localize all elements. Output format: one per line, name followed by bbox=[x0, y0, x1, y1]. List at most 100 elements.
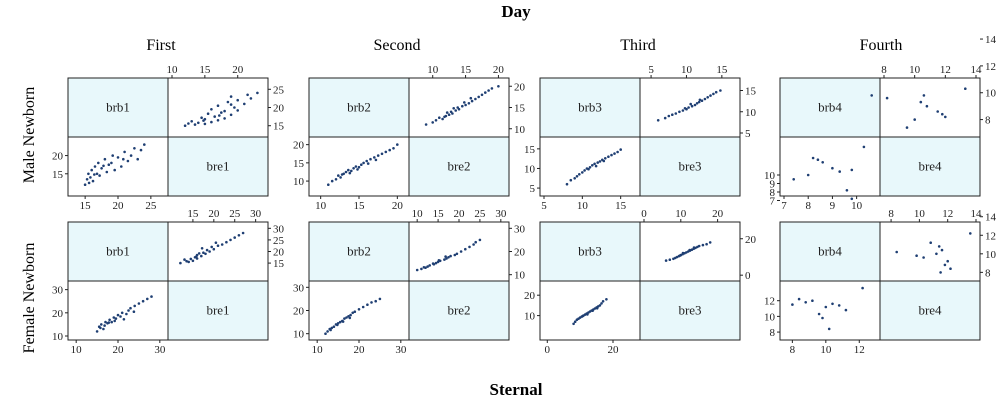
data-point bbox=[594, 164, 598, 168]
data-point bbox=[348, 171, 352, 175]
diagonal-cell-bre bbox=[409, 281, 509, 340]
tick-label: 14 bbox=[971, 208, 983, 220]
tick-label: 10 bbox=[985, 88, 997, 100]
data-point bbox=[831, 302, 834, 306]
tick-label: 10 bbox=[764, 311, 776, 323]
data-point bbox=[415, 268, 419, 272]
data-point bbox=[701, 243, 705, 247]
tick-label: 10 bbox=[820, 344, 832, 356]
tick-label: 20 bbox=[208, 208, 220, 220]
diagonal-label-brb: brb3 bbox=[578, 244, 602, 259]
diagonal-cell-bre bbox=[409, 137, 509, 196]
data-point bbox=[339, 176, 342, 179]
data-point bbox=[712, 92, 715, 96]
data-point bbox=[102, 164, 105, 168]
tick-label: 15 bbox=[524, 144, 536, 156]
data-point bbox=[591, 164, 594, 167]
diagonal-cell-bre bbox=[640, 137, 740, 196]
data-point bbox=[601, 300, 605, 303]
data-point bbox=[380, 152, 384, 156]
data-point bbox=[604, 157, 607, 160]
diagonal-cell-brb bbox=[780, 78, 880, 137]
data-point bbox=[591, 309, 594, 313]
data-point bbox=[113, 319, 116, 323]
data-point bbox=[357, 308, 361, 311]
tick-label: 20 bbox=[608, 344, 620, 356]
tick-label: 30 bbox=[273, 223, 285, 235]
data-point bbox=[237, 234, 241, 237]
data-point bbox=[360, 163, 363, 166]
diagonal-label-brb: brb4 bbox=[818, 244, 842, 259]
data-point bbox=[827, 327, 831, 331]
data-point bbox=[453, 253, 457, 257]
tick-label: 15 bbox=[460, 64, 472, 76]
data-point bbox=[817, 312, 821, 316]
data-point bbox=[811, 299, 814, 303]
data-point bbox=[206, 112, 210, 115]
data-point bbox=[969, 232, 972, 235]
data-point bbox=[929, 241, 932, 244]
data-point bbox=[581, 171, 584, 174]
data-point bbox=[132, 310, 136, 314]
data-point bbox=[205, 248, 209, 252]
data-point bbox=[93, 173, 96, 176]
data-point bbox=[223, 117, 226, 120]
data-point bbox=[202, 251, 205, 254]
data-point bbox=[91, 179, 95, 183]
tick-label: 20 bbox=[52, 308, 64, 320]
data-point bbox=[366, 162, 370, 165]
data-point bbox=[179, 261, 182, 265]
data-point bbox=[922, 94, 926, 97]
tick-label: 14 bbox=[985, 34, 997, 46]
data-point bbox=[447, 113, 451, 116]
diagonal-cell-brb bbox=[68, 222, 168, 281]
data-point bbox=[246, 93, 249, 97]
data-point bbox=[474, 97, 477, 101]
data-point bbox=[129, 154, 133, 157]
data-point bbox=[862, 145, 866, 149]
data-point bbox=[384, 150, 388, 154]
data-point bbox=[216, 104, 220, 107]
data-point bbox=[434, 119, 438, 122]
data-point bbox=[719, 89, 722, 92]
data-point bbox=[90, 168, 93, 172]
data-point bbox=[714, 90, 718, 94]
data-point bbox=[434, 261, 438, 265]
tick-label: 8 bbox=[805, 200, 811, 212]
data-point bbox=[941, 112, 944, 116]
tick-label: 8 bbox=[985, 115, 991, 127]
data-point bbox=[619, 148, 622, 151]
data-point bbox=[791, 303, 794, 306]
tick-label: 8 bbox=[888, 208, 894, 220]
tick-label: 10 bbox=[851, 200, 863, 212]
data-point bbox=[343, 317, 346, 320]
data-point bbox=[452, 107, 456, 110]
data-point bbox=[885, 96, 889, 100]
figure-title-day: Day bbox=[501, 2, 531, 21]
tick-label: 10 bbox=[745, 107, 757, 119]
data-point bbox=[233, 236, 236, 239]
data-point bbox=[378, 297, 382, 301]
tick-label: 9 bbox=[830, 200, 836, 212]
data-point bbox=[191, 259, 195, 263]
tick-label: 15 bbox=[273, 121, 285, 133]
data-point bbox=[431, 121, 435, 124]
data-point bbox=[150, 295, 153, 298]
data-point bbox=[340, 173, 344, 176]
data-point bbox=[922, 256, 925, 259]
column-header-second: Second bbox=[373, 37, 420, 54]
data-point bbox=[443, 115, 446, 119]
data-point bbox=[792, 178, 795, 181]
tick-label: 5 bbox=[745, 128, 751, 140]
tick-label: 25 bbox=[145, 200, 157, 212]
diagonal-cell-brb bbox=[68, 78, 168, 137]
data-point bbox=[697, 100, 701, 104]
data-point bbox=[575, 175, 579, 178]
data-point bbox=[256, 91, 259, 95]
data-point bbox=[187, 122, 190, 125]
data-point bbox=[697, 244, 701, 248]
data-point bbox=[470, 99, 474, 103]
data-point bbox=[89, 176, 92, 179]
data-point bbox=[218, 114, 221, 117]
